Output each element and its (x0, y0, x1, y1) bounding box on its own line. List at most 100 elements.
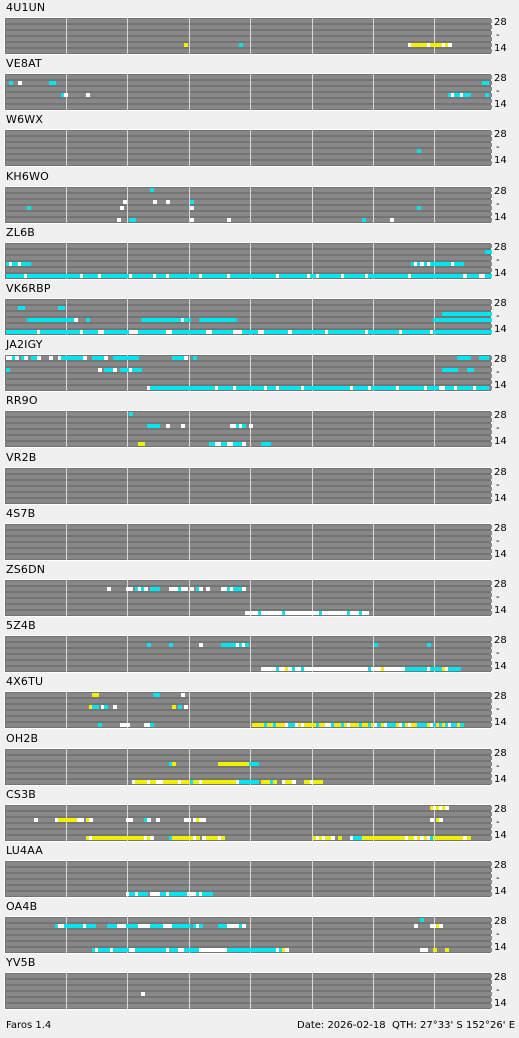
band-cell (457, 667, 461, 671)
propagation-grid (4, 73, 492, 111)
station-panel[interactable]: VR2B 28-14 (0, 451, 519, 507)
hour-divider (66, 861, 67, 897)
station-panel[interactable]: 4S7B 28-14 (0, 507, 519, 563)
station-panel[interactable]: 4U1UN 28-14 (0, 1, 519, 57)
hour-divider (373, 973, 374, 1009)
band-cell (144, 587, 148, 591)
band-cell (61, 306, 65, 310)
band-label-mid: - (496, 142, 500, 153)
station-panel[interactable]: JA2IGY 28-14 (0, 338, 519, 394)
band-axis: 28-14 (494, 860, 519, 900)
hour-divider (434, 524, 435, 560)
band-label-mid: - (496, 199, 500, 210)
date-readout: Date: 2026-02-18 (297, 1020, 386, 1031)
band-label-top: 28 (494, 17, 507, 28)
propagation-grid (4, 186, 492, 224)
band-cell (460, 723, 464, 727)
band-cell (166, 424, 170, 428)
band-label-top: 28 (494, 579, 507, 590)
band-label-mid: - (496, 30, 500, 41)
station-panel[interactable]: KH6WO 28-14 (0, 170, 519, 226)
band-cell (424, 948, 428, 952)
status-bar: Faros 1.4 Date: 2026-02-18 QTH: 27°33' S… (0, 1018, 519, 1036)
station-panel[interactable]: ZS6DN 28-14 (0, 563, 519, 619)
band-label-top: 28 (494, 242, 507, 253)
station-panel[interactable]: RR9O 28-14 (0, 394, 519, 450)
band-cell (37, 356, 41, 360)
band-cell (488, 250, 492, 254)
band-label-bottom: 14 (494, 942, 507, 953)
station-callsign: 5Z4B (6, 619, 36, 633)
station-panel[interactable]: OH2B 28-14 (0, 732, 519, 788)
station-panel[interactable]: VE8AT 28-14 (0, 57, 519, 113)
band-label-bottom: 14 (494, 717, 507, 728)
band-cell (150, 836, 154, 840)
station-callsign: LU4AA (6, 844, 43, 858)
band-cell (156, 693, 160, 697)
band-label-bottom: 14 (494, 605, 507, 616)
band-cell (27, 262, 31, 266)
station-panel[interactable]: 5Z4B 28-14 (0, 619, 519, 675)
band-cell (417, 206, 421, 210)
band-cell (181, 424, 185, 428)
band-label-mid: - (496, 255, 500, 266)
band-cell (273, 780, 277, 784)
band-label-top: 28 (494, 916, 507, 927)
station-panel[interactable]: LU4AA 28-14 (0, 844, 519, 900)
station-callsign: 4S7B (6, 507, 35, 521)
station-panel[interactable]: CS3B 28-14 (0, 788, 519, 844)
band-cell (184, 705, 188, 709)
hour-divider (66, 805, 67, 841)
hour-divider (127, 973, 128, 1009)
station-panel[interactable]: YV5B 28-14 (0, 956, 519, 1012)
band-label-top: 28 (494, 972, 507, 983)
hour-divider (250, 468, 251, 504)
hour-divider (250, 411, 251, 447)
band-axis: 28-14 (494, 354, 519, 394)
hour-divider (434, 861, 435, 897)
hour-divider (250, 805, 251, 841)
hour-divider (189, 130, 190, 166)
station-panel[interactable]: W6WX 28-14 (0, 113, 519, 169)
propagation-grid (4, 523, 492, 561)
hour-divider (189, 468, 190, 504)
band-cell (147, 818, 151, 822)
band-cell (365, 611, 369, 615)
band-axis: 28-14 (494, 748, 519, 788)
band-cell (141, 992, 145, 996)
band-cell (285, 948, 289, 952)
band-label-bottom: 14 (494, 830, 507, 841)
hour-divider (189, 636, 190, 672)
band-axis: 28-14 (494, 916, 519, 956)
band-label-bottom: 14 (494, 99, 507, 110)
band-label-mid: - (496, 648, 500, 659)
hour-divider (373, 18, 374, 54)
band-cell (467, 356, 471, 360)
station-callsign: JA2IGY (6, 338, 43, 352)
propagation-grid (4, 410, 492, 448)
hour-divider (250, 187, 251, 223)
band-cell (199, 643, 203, 647)
band-cell (9, 81, 13, 85)
station-panel[interactable]: OA4B 28-14 (0, 900, 519, 956)
band-cell (132, 218, 136, 222)
band-cell (485, 356, 489, 360)
band-axis: 28-14 (494, 129, 519, 169)
band-cell (15, 356, 19, 360)
band-cell (206, 587, 210, 591)
band-label-mid: - (496, 873, 500, 884)
station-panel[interactable]: ZL6B 28-14 (0, 226, 519, 282)
station-panel[interactable]: VK6RBP 28-14 (0, 282, 519, 338)
band-label-top: 28 (494, 467, 507, 478)
band-label-bottom: 14 (494, 436, 507, 447)
hour-divider (189, 973, 190, 1009)
band-cell (267, 442, 271, 446)
hour-divider (434, 187, 435, 223)
hour-divider (250, 74, 251, 110)
band-cell (242, 924, 246, 928)
band-cell (107, 587, 111, 591)
band-cell (221, 836, 225, 840)
band-cell (255, 780, 259, 784)
band-label-top: 28 (494, 748, 507, 759)
station-panel[interactable]: 4X6TU 28-14 (0, 675, 519, 731)
